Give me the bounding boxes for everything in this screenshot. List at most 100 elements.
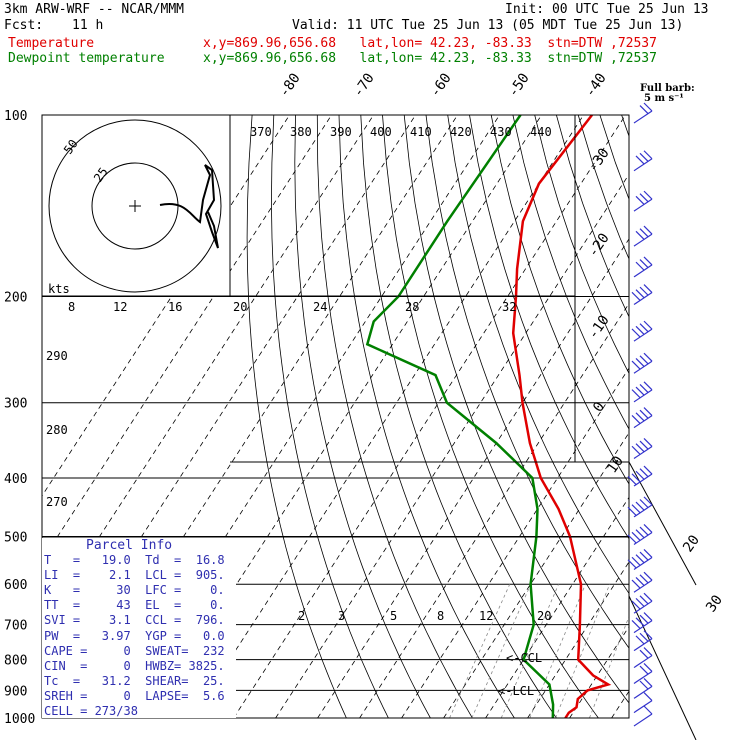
wind-barb-flag bbox=[631, 531, 641, 541]
pressure-tick-label: 500 bbox=[4, 530, 27, 545]
dry-adiabat bbox=[534, 115, 629, 375]
wind-barb-flag bbox=[643, 190, 653, 200]
wind-barb-flag bbox=[643, 102, 653, 112]
wind-barb-flag bbox=[639, 680, 649, 690]
wind-barb-flag bbox=[639, 526, 649, 536]
dry-adiabat bbox=[709, 115, 740, 718]
isotherm-label: -50 bbox=[505, 70, 533, 100]
mixing-ratio-label: 8 bbox=[437, 609, 444, 623]
temperature-line bbox=[511, 115, 612, 718]
valid-time: Valid: 11 UTC Tue 25 Jun 13 (05 MDT Tue … bbox=[292, 18, 684, 33]
wind-barb-flag bbox=[643, 465, 653, 475]
wind-barb-flag bbox=[627, 559, 637, 569]
plot-frame bbox=[41, 114, 630, 719]
wind-barb-flag bbox=[631, 328, 641, 338]
pressure-tick-label: 800 bbox=[4, 654, 27, 669]
mixing-ratio-label: 2 bbox=[298, 609, 305, 623]
wind-barb-flag bbox=[643, 663, 653, 672]
isotherm-line bbox=[401, 367, 629, 718]
hodograph-trace bbox=[159, 164, 219, 249]
wind-barb bbox=[627, 496, 653, 518]
temperature-location: x,y=869.96,656.68 lat,lon= 42.23, -83.33… bbox=[203, 36, 657, 51]
wind-barb-flag bbox=[643, 524, 653, 533]
wind-barb-flag bbox=[639, 105, 649, 115]
mixing-ratio-line bbox=[449, 584, 511, 718]
wind-barb-staff bbox=[633, 445, 653, 459]
wind-barb-flag bbox=[643, 438, 653, 447]
wind-barb bbox=[633, 256, 653, 278]
wind-barb-flag bbox=[627, 534, 637, 544]
wind-barb-flag bbox=[643, 647, 653, 656]
wind-barb-flag bbox=[639, 323, 649, 333]
wind-barb bbox=[627, 465, 653, 487]
wind-barb-flag bbox=[639, 152, 649, 162]
wind-barb-flag bbox=[635, 529, 645, 539]
barb-legend-title: Full barb: bbox=[640, 83, 695, 94]
dry-adiabat bbox=[294, 115, 431, 718]
isotherm-label: -10 bbox=[585, 312, 613, 342]
inset-units-label: kts bbox=[48, 282, 70, 296]
lcl-annotation: <-LCL bbox=[498, 684, 534, 698]
wind-barb-flag bbox=[643, 692, 653, 701]
dry-adiabat bbox=[469, 115, 629, 540]
wind-barb-flag bbox=[643, 571, 653, 581]
theta-label: 400 bbox=[370, 125, 392, 139]
wind-barb bbox=[633, 150, 653, 172]
isotherm-label: -80 bbox=[276, 70, 304, 100]
theta-label: 420 bbox=[450, 125, 472, 139]
wind-barb-flag bbox=[639, 649, 649, 659]
wind-barb-flag bbox=[643, 256, 653, 266]
forecast-label: Fcst: bbox=[4, 18, 44, 33]
pressure-tick-label: 700 bbox=[4, 619, 27, 634]
dewpoint-line bbox=[365, 115, 555, 718]
isotherm-line bbox=[696, 115, 740, 718]
pressure-tick-label: 1000 bbox=[4, 712, 35, 727]
wind-barb-flag bbox=[639, 355, 649, 365]
wind-barb-staff bbox=[633, 292, 653, 306]
wind-barb bbox=[631, 592, 653, 614]
theta-label: 410 bbox=[410, 125, 432, 139]
mixing-ratio-label: 3 bbox=[338, 609, 345, 623]
wind-barb-flag bbox=[643, 549, 653, 558]
wind-barb bbox=[633, 225, 653, 247]
wind-barb-flag bbox=[639, 259, 649, 268]
wind-barb bbox=[631, 407, 653, 429]
isotherm-line bbox=[485, 496, 629, 718]
isotherm-line bbox=[569, 625, 629, 718]
wind-barb-flag bbox=[643, 592, 653, 602]
init-time: Init: 00 UTC Tue 25 Jun 13 bbox=[505, 2, 709, 17]
hodograph-ring-label: 25 bbox=[91, 165, 111, 185]
dry-adiabat bbox=[730, 115, 740, 718]
wind-barb-staff bbox=[633, 389, 653, 403]
wind-barb-flag bbox=[635, 386, 645, 396]
inset-speed-label: 8 bbox=[68, 300, 75, 314]
wind-barb-staff bbox=[633, 579, 653, 593]
dry-adiabat bbox=[512, 115, 629, 430]
isotherm-line bbox=[317, 238, 629, 718]
wind-barb bbox=[631, 320, 653, 342]
wind-barb-flag bbox=[639, 551, 649, 561]
isotherm-line bbox=[654, 115, 740, 718]
wind-barb bbox=[631, 352, 653, 374]
wind-barb bbox=[633, 677, 653, 699]
wind-barb-flag bbox=[643, 407, 653, 417]
dry-adiabat bbox=[556, 115, 629, 318]
wind-barb-staff bbox=[633, 264, 653, 278]
wind-barb-staff bbox=[633, 473, 653, 487]
wind-barb-flag bbox=[639, 193, 649, 203]
wind-barb-flag bbox=[639, 384, 649, 393]
dry-adiabat bbox=[382, 115, 599, 718]
wind-barb-flag bbox=[639, 595, 649, 605]
temperature-legend: Temperature bbox=[8, 36, 95, 51]
inset-speed-label: 28 bbox=[405, 300, 419, 314]
wind-barb-flag bbox=[635, 289, 645, 299]
wind-barb-flag bbox=[635, 412, 645, 422]
wind-barb-flag bbox=[631, 619, 641, 629]
pressure-tick-label: 600 bbox=[4, 578, 27, 593]
mixing-ratio-label: 5 bbox=[390, 609, 397, 623]
isotherm-line bbox=[233, 115, 626, 718]
wind-barb-flag bbox=[643, 150, 653, 160]
wind-barb-staff bbox=[633, 110, 653, 124]
isotherm-line bbox=[275, 173, 629, 718]
isotherm-line bbox=[527, 561, 629, 718]
